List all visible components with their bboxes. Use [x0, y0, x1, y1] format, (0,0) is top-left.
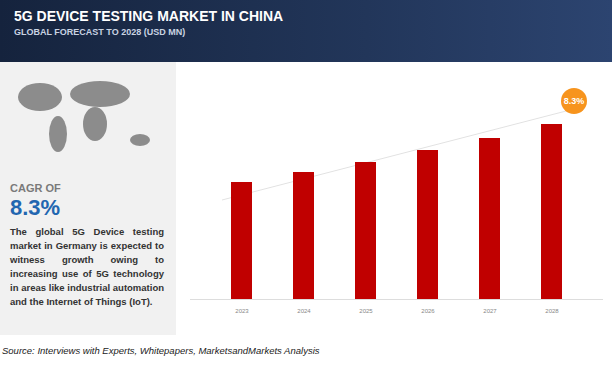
svg-text:2028: 2028	[545, 308, 559, 314]
html-text:5G DEVICE TESTING MARKET IN CH: 5G DEVICE TESTING MARKET IN CHINA	[14, 8, 284, 24]
svg-text:2025: 2025	[359, 308, 373, 314]
svg-text:2023: 2023	[235, 308, 249, 314]
html-text:Source: Interviews with Expert: Source: Interviews with Experts, Whitepa…	[2, 345, 320, 356]
html-text:8.3%: 8.3%	[563, 96, 585, 106]
html-text:8.3%: 8.3%	[10, 195, 61, 220]
svg-text:2026: 2026	[421, 308, 435, 314]
html-text:CAGR OF: CAGR OF	[10, 182, 61, 194]
html-text:GLOBAL FORECAST TO 2028 (USD M: GLOBAL FORECAST TO 2028 (USD MN)	[14, 27, 186, 37]
html-text:The global 5G Device testing m: The global 5G Device testing market in G…	[10, 226, 164, 307]
svg-text:2027: 2027	[483, 308, 497, 314]
svg-text:2024: 2024	[297, 308, 311, 314]
